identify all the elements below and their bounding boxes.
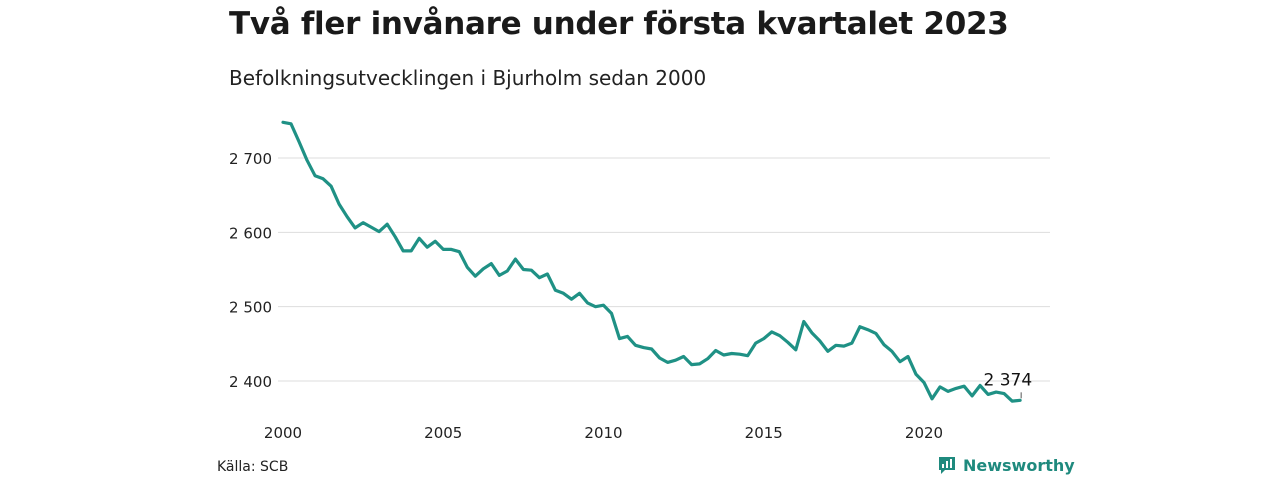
y-tick-label: 2 500	[229, 299, 272, 317]
chart-title: Två fler invånare under första kvartalet…	[229, 6, 1009, 42]
source-label: Källa: SCB	[217, 459, 289, 475]
last-value-label: 2 374	[983, 370, 1032, 390]
x-tick-label: 2020	[905, 424, 943, 442]
population-line	[281, 120, 1022, 403]
y-tick-label: 2 600	[229, 224, 272, 242]
brand-logo[interactable]: Newsworthy	[937, 455, 1075, 475]
x-tick-label: 2010	[584, 424, 622, 442]
x-tick-label: 2005	[424, 424, 462, 442]
newsworthy-logo-icon	[939, 457, 955, 474]
y-tick-label: 2 700	[229, 150, 272, 168]
y-tick-label: 2 400	[229, 373, 272, 391]
x-tick-label: 2015	[745, 424, 783, 442]
x-tick-label: 2000	[264, 424, 302, 442]
brand-name: Newsworthy	[963, 455, 1075, 475]
chart-subtitle: Befolkningsutvecklingen i Bjurholm sedan…	[229, 66, 707, 90]
